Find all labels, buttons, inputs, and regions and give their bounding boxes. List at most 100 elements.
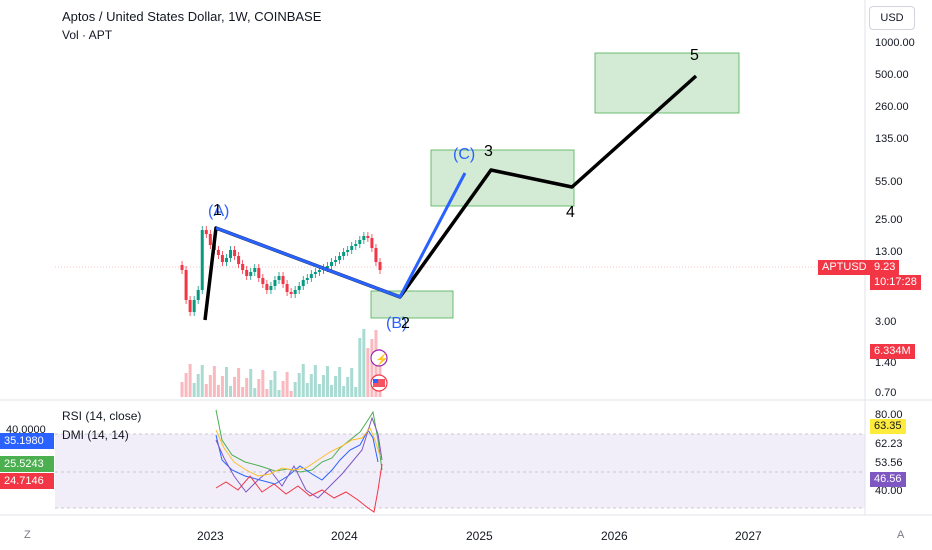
price-axis-label: 1000.00 bbox=[875, 37, 915, 49]
volume-bar bbox=[180, 382, 184, 397]
candle-body bbox=[305, 278, 309, 280]
candle-body bbox=[374, 248, 378, 262]
symbol-tag: APTUSD bbox=[818, 260, 871, 275]
volume-bar bbox=[241, 387, 245, 397]
rsi-legend[interactable]: RSI (14, close) bbox=[62, 409, 142, 423]
candle-body bbox=[192, 300, 196, 312]
price-axis-label: 500.00 bbox=[875, 69, 909, 81]
candle-body bbox=[342, 252, 346, 256]
wave-label-1: 1 bbox=[213, 202, 222, 219]
time-axis-label: 2025 bbox=[466, 529, 493, 543]
abc-correction-line[interactable] bbox=[215, 172, 467, 299]
rsi-axis[interactable]: 80.00 62.23 53.56 40.00 bbox=[875, 409, 903, 497]
volume-bar bbox=[350, 368, 354, 397]
symbol-title[interactable]: Aptos / United States Dollar, 1W, COINBA… bbox=[62, 9, 322, 24]
volume-bar bbox=[358, 338, 362, 397]
price-axis-label: 0.70 bbox=[875, 387, 896, 399]
volume-bar bbox=[330, 385, 334, 397]
lightning-event-icon[interactable] bbox=[370, 349, 388, 367]
elliott-wave-projection-line[interactable] bbox=[203, 74, 698, 321]
volume-bar bbox=[338, 367, 342, 397]
volume-bar bbox=[237, 368, 241, 397]
z-order-toggle[interactable]: Z bbox=[24, 529, 31, 541]
dmi-plus-line bbox=[215, 409, 383, 473]
candle-body bbox=[313, 272, 317, 274]
volume-bar bbox=[229, 386, 233, 397]
candle-body bbox=[293, 290, 297, 294]
volume-bar bbox=[362, 329, 366, 397]
candle-body bbox=[261, 278, 265, 284]
candle-body bbox=[334, 260, 338, 262]
target-box-wave-3-4[interactable] bbox=[430, 149, 575, 207]
wave-label-a: (A) bbox=[208, 203, 229, 220]
volume-bar bbox=[233, 377, 237, 397]
volume-bar bbox=[281, 381, 285, 397]
candle-body bbox=[325, 266, 329, 268]
candle-body bbox=[297, 286, 301, 290]
candle-body bbox=[269, 286, 273, 290]
bar-countdown-tag: 10:17:28 bbox=[870, 275, 921, 290]
price-axis-label: 1.40 bbox=[875, 357, 896, 369]
volume-bar bbox=[257, 379, 261, 397]
candle-body bbox=[273, 280, 277, 286]
flag-stripes-icon bbox=[373, 379, 385, 387]
rsi-axis-label: 80.00 bbox=[875, 409, 903, 421]
candle-body bbox=[208, 234, 212, 245]
volume-bar bbox=[342, 386, 346, 397]
volume-bar bbox=[317, 384, 321, 397]
candle-body bbox=[281, 276, 285, 284]
rsi-line bbox=[215, 429, 379, 485]
volume-bar bbox=[184, 373, 188, 397]
volume-bar bbox=[188, 364, 192, 397]
volume-bar bbox=[196, 374, 200, 397]
candle-body bbox=[180, 265, 184, 270]
price-axis-label: 135.00 bbox=[875, 133, 909, 145]
wave-label-2: 2 bbox=[401, 315, 410, 332]
candle-body bbox=[370, 238, 374, 248]
auto-scale-toggle[interactable]: A bbox=[897, 529, 905, 541]
target-box-wave-2[interactable] bbox=[370, 290, 454, 319]
candle-body bbox=[265, 284, 269, 290]
volume-bar bbox=[249, 369, 253, 397]
candle-body bbox=[285, 284, 289, 292]
candle-body bbox=[289, 292, 293, 294]
volume-bar bbox=[325, 366, 329, 397]
volume-bar bbox=[265, 389, 269, 397]
wave-label-4: 4 bbox=[566, 204, 575, 221]
volume-bar bbox=[301, 364, 305, 397]
volume-bar bbox=[224, 367, 228, 397]
adx-line bbox=[215, 416, 383, 499]
rsi-axis-label: 40.00 bbox=[875, 485, 903, 497]
volume-bar bbox=[293, 382, 297, 397]
candle-body bbox=[338, 256, 342, 260]
currency-button[interactable]: USD bbox=[869, 6, 915, 30]
candle-body bbox=[378, 262, 382, 270]
price-axis-label: 260.00 bbox=[875, 101, 909, 113]
rsi-axis-label: 62.23 bbox=[875, 438, 903, 450]
volume-tag: 6.334M bbox=[870, 344, 915, 359]
dmi-value-tag-red: 24.7146 bbox=[0, 473, 54, 489]
rsi-tag-upper: 63.35 bbox=[870, 419, 906, 434]
candle-body bbox=[330, 262, 334, 266]
wave-label-3: 3 bbox=[484, 143, 493, 160]
price-axis[interactable]: 1000.00 500.00 260.00 135.00 55.00 25.00… bbox=[875, 37, 915, 399]
volume-bar bbox=[200, 365, 204, 397]
candle-body bbox=[229, 250, 233, 258]
flag-canton-icon bbox=[373, 379, 378, 383]
volume-bar bbox=[273, 371, 277, 397]
volume-bar bbox=[305, 383, 309, 397]
dmi-legend[interactable]: DMI (14, 14) bbox=[62, 428, 129, 442]
candle-body bbox=[233, 250, 237, 256]
candle-body bbox=[366, 236, 370, 238]
volume-legend[interactable]: Vol · APT bbox=[62, 28, 113, 42]
last-price-tag: 9.23 bbox=[870, 260, 900, 275]
time-axis[interactable]: 2023 2024 2025 2026 2027 bbox=[197, 529, 762, 543]
candle-body bbox=[241, 264, 245, 270]
rsi-axis-label: 53.56 bbox=[875, 457, 903, 469]
candle-body bbox=[245, 270, 249, 276]
volume-bar bbox=[378, 349, 382, 397]
dmi-value-tag-green: 25.5243 bbox=[0, 456, 54, 472]
price-axis-label: 55.00 bbox=[875, 176, 903, 188]
candle-body bbox=[196, 290, 200, 300]
